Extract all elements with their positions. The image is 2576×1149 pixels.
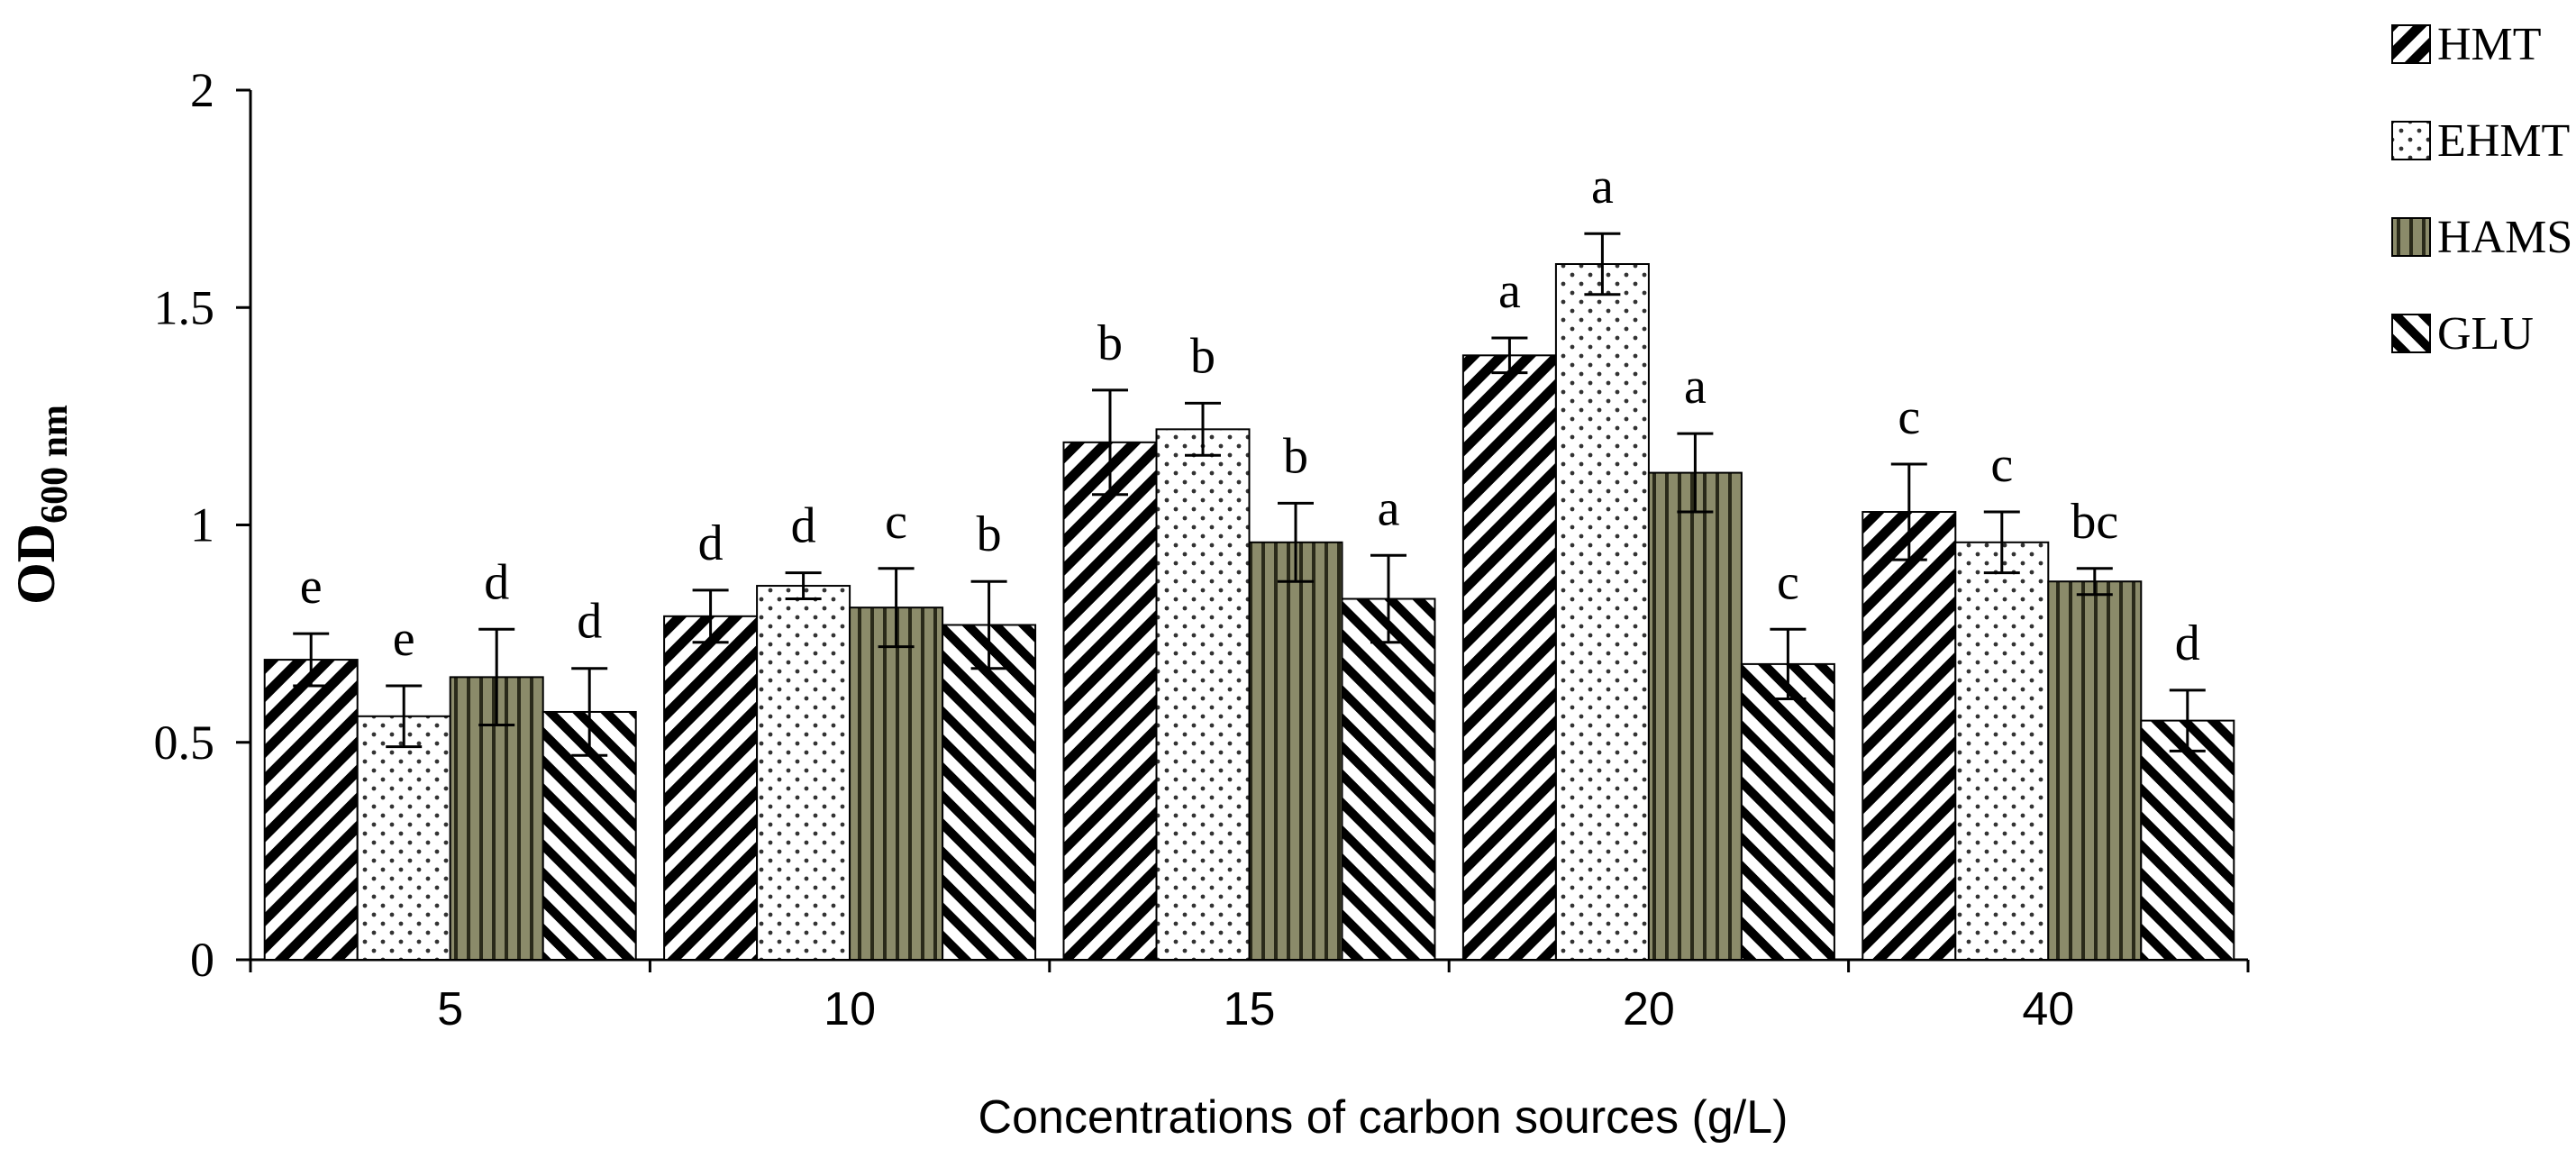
significance-label: c: [1777, 554, 1799, 610]
svg-text:OD600 nm: OD600 nm: [6, 405, 76, 605]
significance-label: a: [1684, 359, 1707, 415]
x-tick-label: 15: [1224, 983, 1276, 1035]
significance-label: d: [577, 594, 602, 650]
bar-hmt: [1861, 511, 1957, 962]
legend-label-glu: GLU: [2437, 308, 2534, 360]
legend-swatch-ehmt: [2391, 121, 2431, 160]
significance-label: d: [484, 554, 509, 610]
significance-label: a: [1498, 263, 1521, 319]
y-axis-label-sub: 600 nm: [34, 405, 76, 524]
plot-area: 0 0.5 1 1.5 2 5 10 15 20 40 e d b a c e d b a c d c b a bc d b a c d H…: [154, 19, 2573, 1035]
legend-label-hams: HAMS: [2437, 212, 2572, 263]
bar-ehmt: [356, 715, 451, 961]
bar-hams: [1647, 471, 1743, 961]
x-tick-label: 5: [437, 983, 463, 1035]
significance-label: b: [1190, 328, 1215, 384]
legend-label-ehmt: EHMT: [2437, 115, 2570, 167]
y-tick-label: 0: [190, 933, 214, 987]
significance-label: c: [1990, 437, 2013, 493]
significance-label: e: [300, 559, 323, 615]
bar-hams: [2047, 580, 2143, 961]
y-tick-label: 1: [190, 498, 214, 552]
y-tick-label: 0.5: [154, 716, 215, 770]
bar-hams: [1248, 541, 1343, 961]
y-tick-label: 2: [190, 63, 214, 117]
bar-hams: [849, 606, 944, 961]
x-axis-label: Concentrations of carbon sources (g/L): [979, 1091, 1789, 1144]
bar-glu: [2140, 719, 2235, 961]
bar-ehmt: [1554, 263, 1650, 961]
significance-label: d: [2175, 616, 2200, 671]
significance-label: d: [791, 498, 816, 554]
x-tick-label: 40: [2022, 983, 2074, 1035]
bar-hmt: [663, 615, 759, 961]
legend-swatch-hams: [2391, 217, 2431, 257]
bar-hmt: [1062, 441, 1158, 961]
bar-glu: [942, 624, 1037, 961]
significance-label: bc: [2071, 494, 2118, 550]
legend-label-hmt: HMT: [2437, 19, 2542, 70]
legend-swatch-glu: [2391, 314, 2431, 353]
bar-ehmt: [756, 585, 851, 961]
bar-ehmt: [1155, 428, 1251, 962]
bar-glu: [1341, 597, 1436, 962]
bar-hmt: [263, 659, 359, 961]
significance-label: e: [393, 611, 415, 667]
x-tick-label: 10: [824, 983, 876, 1035]
significance-label: b: [977, 506, 1002, 562]
y-axis-title: OD600 nm: [6, 405, 76, 605]
significance-label: a: [1378, 480, 1400, 536]
legend-swatch-hmt: [2391, 24, 2431, 64]
y-axis-label-main: OD: [6, 524, 66, 605]
significance-label: c: [885, 494, 907, 550]
bar-hmt: [1461, 354, 1557, 961]
y-tick-label: 1.5: [154, 280, 215, 334]
bar-ehmt: [1954, 541, 2050, 961]
bar-glu: [1740, 662, 1835, 962]
significance-label: b: [1283, 428, 1308, 484]
significance-label: c: [1898, 389, 1920, 445]
significance-label: a: [1591, 159, 1614, 214]
x-tick-label: 20: [1623, 983, 1675, 1035]
significance-label: b: [1097, 315, 1123, 371]
significance-label: d: [698, 515, 724, 571]
